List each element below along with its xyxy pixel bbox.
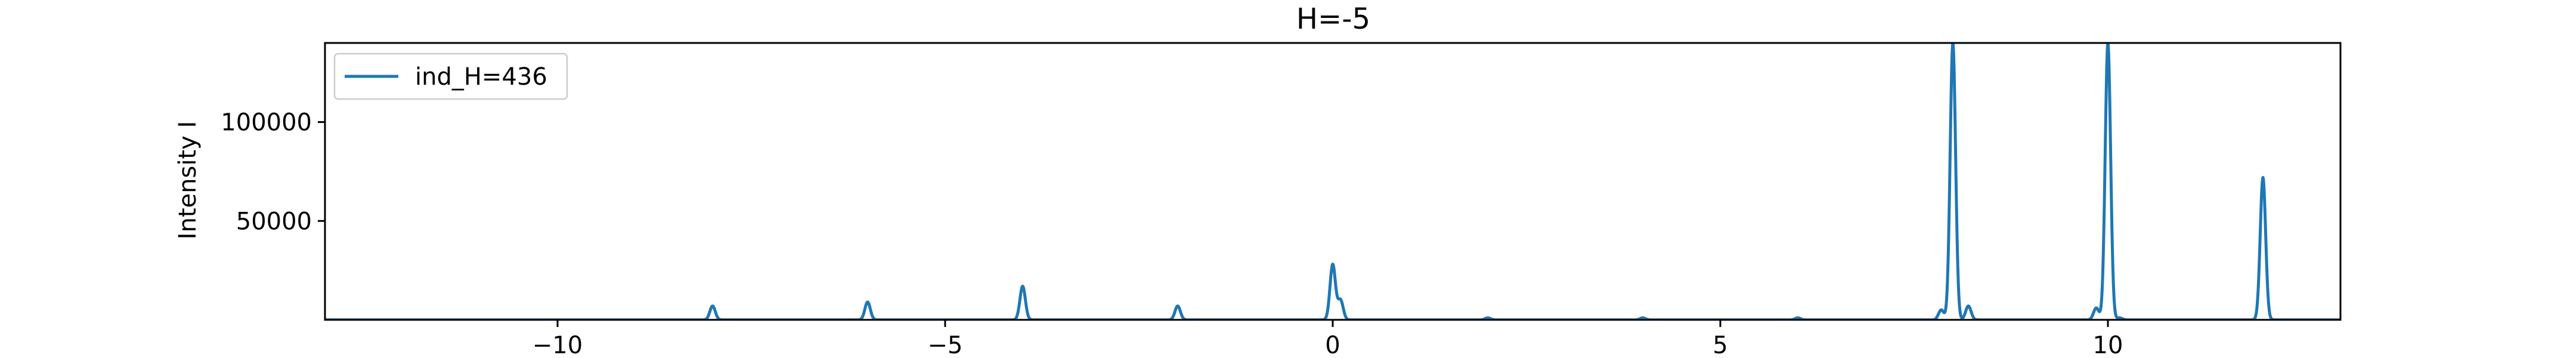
y-tick-label: 100000 [221, 109, 312, 137]
x-tick-label: −5 [928, 332, 963, 358]
x-tick-label: −10 [532, 332, 583, 358]
x-tick-label: 10 [2093, 332, 2123, 358]
chart-title: H=-5 [1296, 2, 1370, 36]
y-tick-label: 50000 [236, 208, 312, 235]
legend-series-label: ind_H=436 [415, 63, 547, 91]
x-tick-label: 5 [1713, 332, 1727, 358]
legend-box [333, 53, 568, 100]
plot-frame [324, 42, 2342, 321]
legend: ind_H=436 [333, 53, 568, 100]
y-axis-label: Intensity I [174, 121, 202, 240]
axis-ticks: −10 −5 0 5 10 50000 100000 [221, 109, 2123, 358]
series-line-0 [325, 43, 2340, 320]
x-tick-label: 0 [1325, 332, 1340, 358]
